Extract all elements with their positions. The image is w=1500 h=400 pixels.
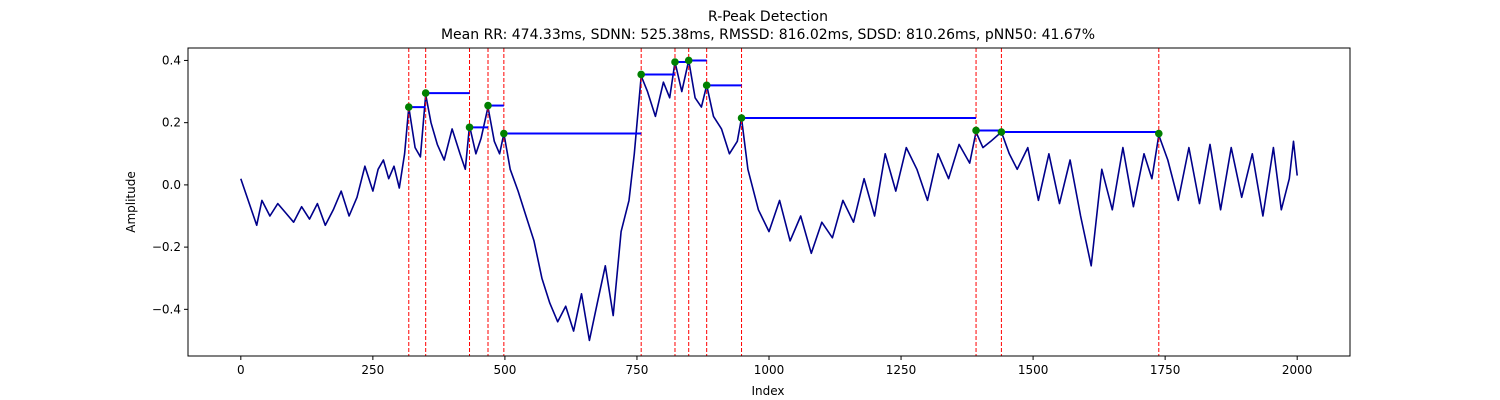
chart-title: R-Peak Detection	[708, 9, 828, 25]
peak-marker	[671, 58, 679, 66]
peak-marker	[421, 89, 430, 97]
x-tick-label: 0	[237, 363, 245, 377]
y-axis-label: Amplitude	[124, 171, 138, 233]
peak-marker	[484, 101, 492, 110]
peak-marker	[684, 56, 693, 65]
peak-marker	[404, 103, 413, 111]
ecg-signal-line	[240, 59, 1298, 342]
y-tick-label: 0.2	[162, 116, 181, 130]
x-tick-label: 250	[361, 363, 384, 377]
peak-marker	[465, 123, 474, 132]
peak-marker	[972, 126, 980, 135]
x-axis: 0 250 500 750 1000 1250 1500 1750 2000	[237, 356, 1312, 377]
peak-marker	[702, 81, 711, 90]
chart-subtitle: Mean RR: 474.33ms, SDNN: 525.38ms, RMSSD…	[441, 27, 1095, 43]
y-tick-label: −0.4	[152, 302, 181, 316]
peak-marker	[997, 128, 1006, 136]
x-tick-label: 1750	[1150, 363, 1181, 377]
peak-marker	[737, 114, 746, 122]
y-axis: −0.4 −0.2 0.0 0.2 0.4	[152, 53, 188, 316]
peak-marker	[637, 70, 645, 79]
x-tick-label: 2000	[1282, 363, 1313, 377]
x-axis-label: Index	[751, 384, 784, 398]
y-tick-label: 0.4	[162, 53, 181, 67]
x-tick-label: 1000	[754, 363, 785, 377]
y-tick-label: 0.0	[162, 178, 181, 192]
x-tick-label: 750	[626, 363, 649, 377]
peak-marker	[500, 129, 508, 138]
x-tick-label: 1250	[886, 363, 917, 377]
peak-marker	[1154, 129, 1163, 138]
x-tick-label: 1500	[1018, 363, 1049, 377]
plot-area	[240, 48, 1298, 356]
plot-frame	[187, 47, 1351, 357]
x-tick-label: 500	[493, 363, 516, 377]
y-tick-label: −0.2	[152, 240, 181, 254]
